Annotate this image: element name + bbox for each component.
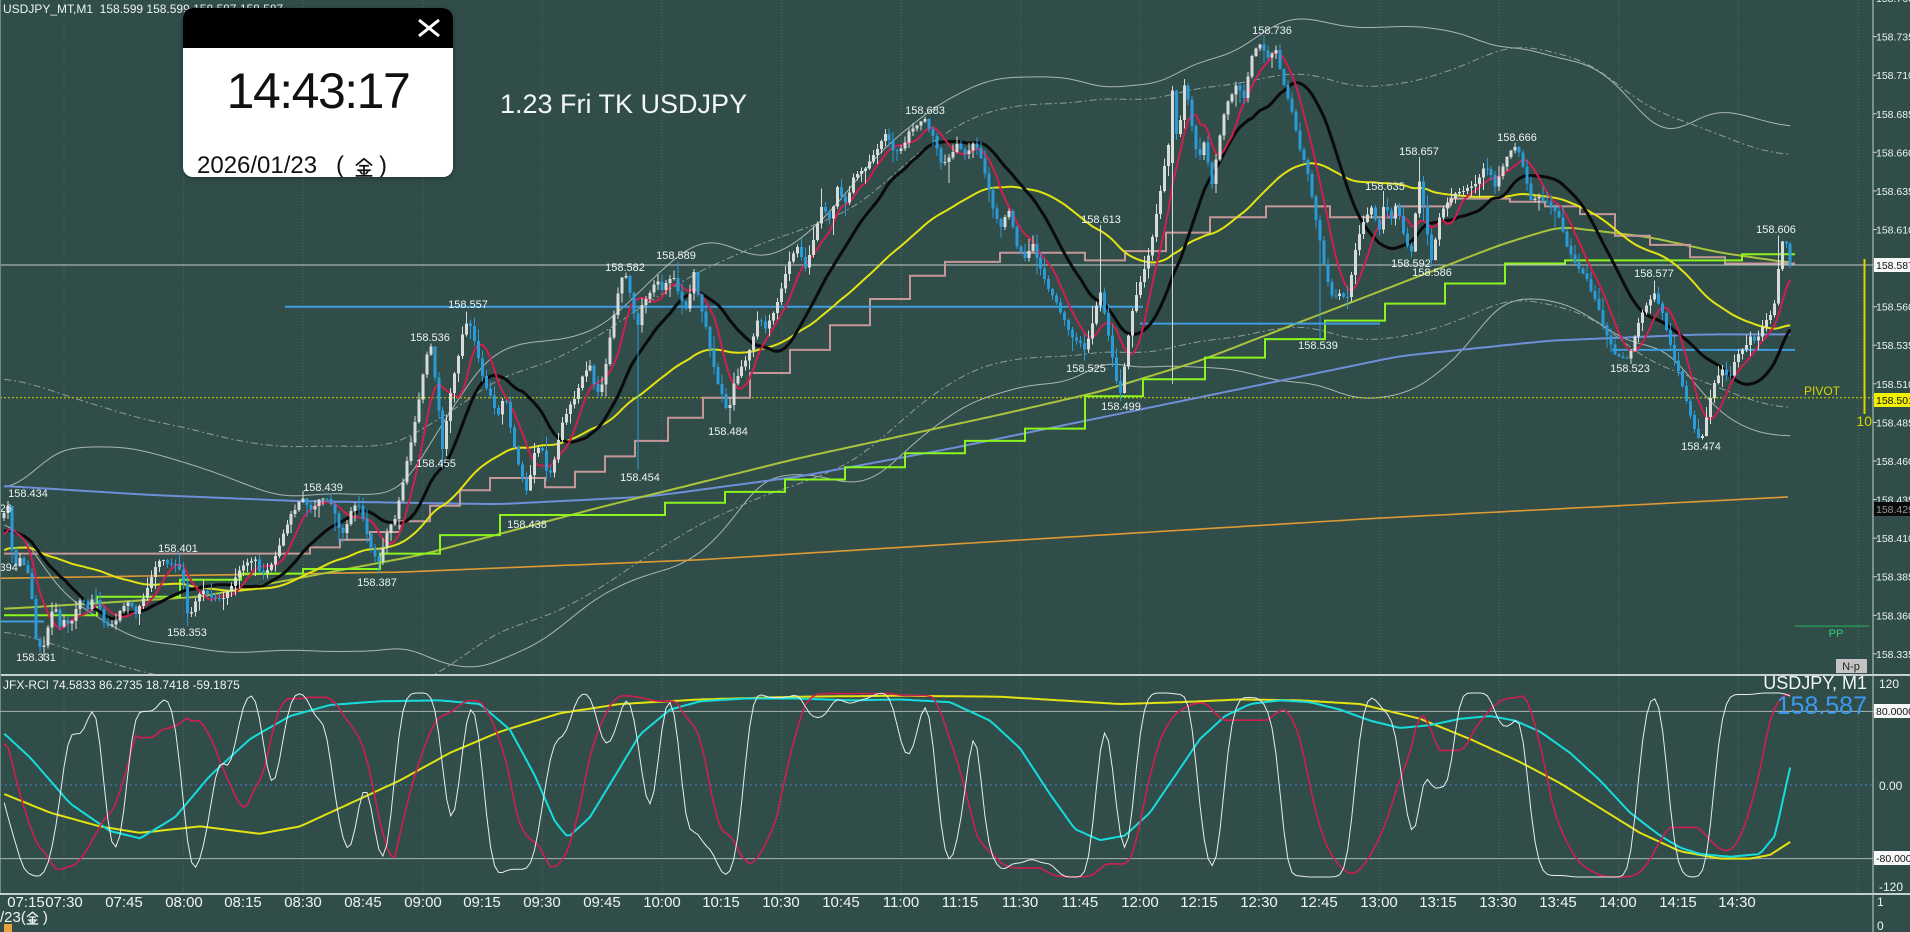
- svg-text:0: 0: [1877, 919, 1884, 932]
- svg-text:N-p: N-p: [1842, 661, 1860, 673]
- svg-text:10:00: 10:00: [643, 894, 681, 911]
- svg-text:158.760: 158.760: [1876, 0, 1910, 5]
- svg-text:158.613: 158.613: [1081, 214, 1121, 226]
- svg-text:158.353: 158.353: [167, 627, 207, 639]
- svg-text:158.587: 158.587: [1876, 260, 1910, 272]
- svg-text:158.560: 158.560: [1876, 302, 1910, 314]
- svg-text:158.438: 158.438: [507, 519, 547, 531]
- svg-text:158.586: 158.586: [1412, 267, 1452, 279]
- svg-text:158.735: 158.735: [1876, 32, 1910, 44]
- svg-text:158.710: 158.710: [1876, 70, 1910, 82]
- svg-text:14:30: 14:30: [1718, 894, 1756, 911]
- svg-text:JFX-RCI 74.5833 86.2735 18.741: JFX-RCI 74.5833 86.2735 18.7418 -59.1875: [3, 678, 240, 692]
- svg-text:11:45: 11:45: [1062, 894, 1098, 911]
- svg-text:158.666: 158.666: [1497, 132, 1537, 144]
- svg-text:08:30: 08:30: [284, 894, 322, 911]
- svg-text:11:15: 11:15: [942, 894, 978, 911]
- svg-text:1: 1: [1877, 895, 1884, 909]
- svg-text:158.394: 158.394: [0, 562, 18, 574]
- svg-text:158.683: 158.683: [905, 105, 945, 117]
- svg-text:09:00: 09:00: [404, 894, 442, 911]
- svg-text:12:30: 12:30: [1240, 894, 1278, 911]
- svg-text:11:00: 11:00: [883, 894, 919, 911]
- svg-text:07:45: 07:45: [105, 894, 143, 911]
- svg-text:158.523: 158.523: [1610, 363, 1650, 375]
- svg-text:158.335: 158.335: [1876, 649, 1910, 661]
- svg-text:08:45: 08:45: [344, 894, 382, 911]
- svg-text:158.484: 158.484: [708, 426, 748, 438]
- svg-text:158.557: 158.557: [448, 299, 488, 311]
- svg-text:158.635: 158.635: [1876, 186, 1910, 198]
- svg-text:158.401: 158.401: [158, 543, 198, 555]
- svg-text:07:30: 07:30: [45, 894, 83, 911]
- svg-text:10: 10: [1856, 413, 1872, 429]
- svg-text:158.499: 158.499: [1101, 401, 1141, 413]
- svg-text:158.439: 158.439: [303, 482, 343, 494]
- svg-text:158.474: 158.474: [1681, 441, 1721, 453]
- svg-text:158.455: 158.455: [416, 458, 456, 470]
- svg-text:USDJPY, M1: USDJPY, M1: [1763, 673, 1867, 693]
- svg-text:158.577: 158.577: [1634, 268, 1674, 280]
- svg-text:158.587: 158.587: [1777, 692, 1867, 720]
- svg-text:158.589: 158.589: [656, 250, 696, 262]
- svg-text:158.606: 158.606: [1756, 224, 1796, 236]
- svg-text:158.685: 158.685: [1876, 109, 1910, 121]
- svg-text:158.454: 158.454: [620, 472, 660, 484]
- svg-text:158.582: 158.582: [605, 262, 645, 274]
- svg-text:158.429: 158.429: [1876, 504, 1910, 516]
- svg-text:158.485: 158.485: [1876, 417, 1910, 429]
- svg-text:158.525: 158.525: [1066, 363, 1106, 375]
- svg-text:13:45: 13:45: [1539, 894, 1577, 911]
- svg-text:07:15: 07:15: [7, 894, 45, 911]
- svg-text:158.539: 158.539: [1298, 340, 1338, 352]
- svg-text:158.426: 158.426: [0, 503, 12, 515]
- svg-text:12:45: 12:45: [1300, 894, 1338, 911]
- svg-text:13:00: 13:00: [1360, 894, 1398, 911]
- svg-text:PP: PP: [1829, 628, 1844, 640]
- svg-text:158.635: 158.635: [1365, 181, 1405, 193]
- svg-text:08:15: 08:15: [224, 894, 262, 911]
- svg-text:158.536: 158.536: [410, 332, 450, 344]
- svg-text:158.387: 158.387: [357, 577, 397, 589]
- svg-text:158.501: 158.501: [1876, 395, 1910, 407]
- svg-text:08:00: 08:00: [165, 894, 203, 911]
- svg-text:14:15: 14:15: [1659, 894, 1697, 911]
- svg-text:14:00: 14:00: [1599, 894, 1637, 911]
- svg-text:158.660: 158.660: [1876, 147, 1910, 159]
- svg-text:158.385: 158.385: [1876, 572, 1910, 584]
- svg-text:13:15: 13:15: [1419, 894, 1457, 911]
- svg-text:09:45: 09:45: [583, 894, 621, 911]
- svg-text:12:15: 12:15: [1180, 894, 1218, 911]
- svg-text:13:30: 13:30: [1479, 894, 1517, 911]
- svg-text:PIVOT: PIVOT: [1804, 384, 1841, 398]
- svg-text:10:15: 10:15: [702, 894, 740, 911]
- svg-text:158.331: 158.331: [16, 652, 56, 664]
- svg-text:09:30: 09:30: [523, 894, 561, 911]
- svg-text:158.592: 158.592: [1391, 258, 1431, 270]
- svg-text:1.23 Fri TK USDJPY: 1.23 Fri TK USDJPY: [500, 89, 747, 119]
- svg-text:0.00: 0.00: [1879, 779, 1903, 793]
- svg-text:120: 120: [1879, 677, 1899, 691]
- svg-text:09:15: 09:15: [463, 894, 501, 911]
- svg-text:158.610: 158.610: [1876, 225, 1910, 237]
- svg-text:158.657: 158.657: [1399, 146, 1439, 158]
- svg-text:10:45: 10:45: [822, 894, 860, 911]
- svg-text:11:30: 11:30: [1002, 894, 1038, 911]
- svg-text:158.360: 158.360: [1876, 610, 1910, 622]
- svg-text:158.510: 158.510: [1876, 379, 1910, 391]
- svg-text:-120: -120: [1879, 880, 1903, 894]
- svg-text:158.535: 158.535: [1876, 340, 1910, 352]
- svg-text:158.460: 158.460: [1876, 456, 1910, 468]
- svg-text:158.736: 158.736: [1252, 25, 1292, 37]
- svg-text:158.434: 158.434: [8, 488, 48, 500]
- svg-text:158.410: 158.410: [1876, 533, 1910, 545]
- svg-text:10:30: 10:30: [762, 894, 800, 911]
- svg-text:12:00: 12:00: [1121, 894, 1159, 911]
